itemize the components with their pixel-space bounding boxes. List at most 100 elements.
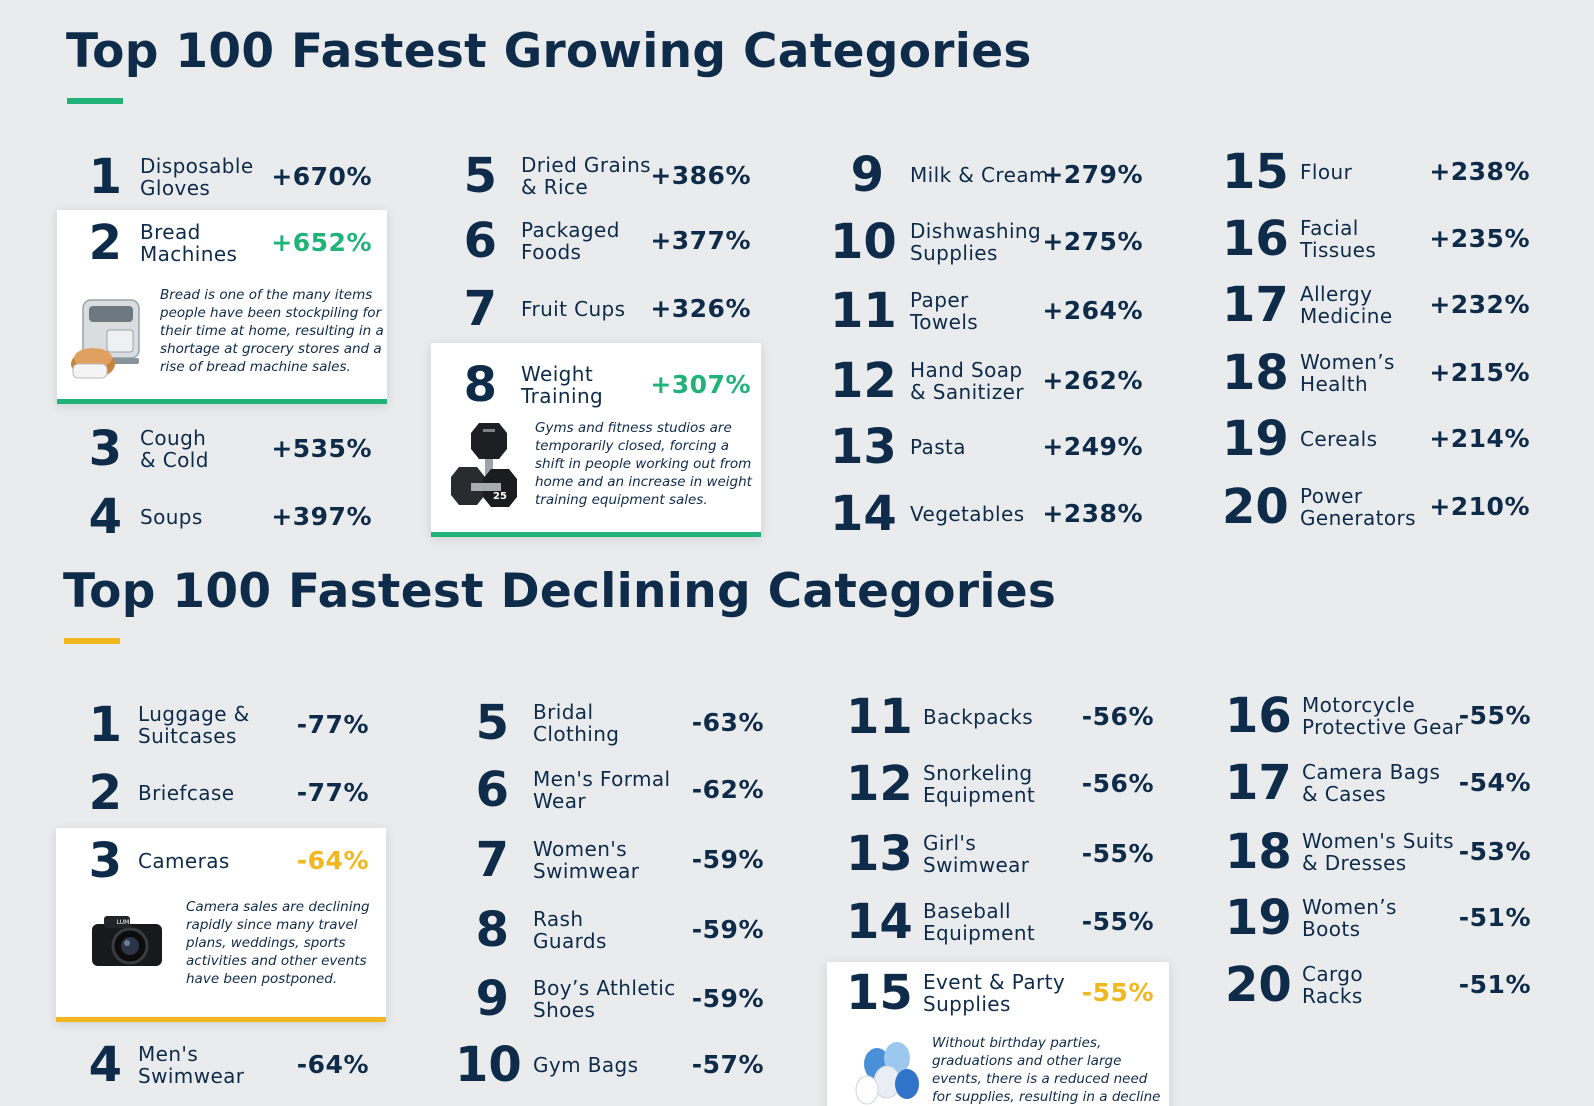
- category-label: Women’s Boots: [1302, 887, 1397, 949]
- category-label-line1: Allergy: [1300, 282, 1373, 306]
- growing-item-1: 1 Disposable Gloves +670%: [68, 146, 372, 208]
- category-label-line2: Racks: [1302, 984, 1363, 1008]
- percent-change: +214%: [1429, 424, 1530, 453]
- rank-number: 14: [846, 894, 913, 950]
- category-label: Girl's Swimwear: [923, 823, 1029, 885]
- percent-change: +652%: [271, 228, 372, 257]
- category-label: Flour: [1300, 141, 1352, 203]
- rank-number: 17: [1222, 277, 1289, 333]
- category-label: Cereals: [1300, 408, 1377, 470]
- percent-change: +279%: [1042, 160, 1143, 189]
- percent-change: +264%: [1042, 296, 1143, 325]
- percent-change: +249%: [1042, 432, 1143, 461]
- percent-change: -51%: [1458, 903, 1531, 932]
- event-party-description: Without birthday parties, graduations an…: [932, 1035, 1161, 1105]
- percent-change: +377%: [650, 226, 751, 255]
- category-label: Vegetables: [910, 483, 1025, 545]
- category-label-line1: Women’s: [1302, 895, 1397, 919]
- category-label: Snorkeling Equipment: [923, 753, 1035, 815]
- category-label-line1: Rash: [533, 907, 584, 931]
- rank-number: 16: [1222, 211, 1289, 267]
- percent-change: +238%: [1042, 499, 1143, 528]
- category-label: Milk & Cream: [910, 144, 1049, 206]
- rank-number: 5: [475, 695, 509, 751]
- rank-number: 4: [88, 1037, 122, 1093]
- category-label-line2: Towels: [910, 310, 979, 334]
- category-label-line2: & Rice: [521, 175, 589, 199]
- percent-change: -59%: [691, 984, 764, 1013]
- declining-item-13: 13 Girl's Swimwear -55%: [846, 823, 1154, 885]
- category-label-line1: Cameras: [138, 849, 230, 873]
- category-label-line1: Briefcase: [138, 781, 235, 805]
- category-label-line2: Equipment: [923, 783, 1036, 807]
- percent-change: -55%: [1458, 701, 1531, 730]
- category-label: Bread Machines: [140, 212, 237, 274]
- balloons-image: [855, 1042, 919, 1105]
- growing-item-15: 15 Flour +238%: [1222, 141, 1530, 203]
- category-label: Men's Formal Wear: [533, 759, 671, 821]
- percent-change: -64%: [296, 846, 369, 875]
- percent-change: +397%: [271, 502, 372, 531]
- category-label-line1: Dishwashing: [910, 219, 1042, 243]
- rank-number: 3: [88, 421, 122, 477]
- percent-change: -57%: [691, 1050, 764, 1079]
- rank-number: 10: [455, 1037, 522, 1093]
- growing-title-underline: [67, 98, 123, 104]
- percent-change: +210%: [1429, 492, 1530, 521]
- category-label-line1: Hand Soap: [910, 358, 1023, 382]
- percent-change: -55%: [1081, 978, 1154, 1007]
- category-label-line2: Gloves: [140, 176, 211, 200]
- declining-item-11: 11 Backpacks -56%: [846, 686, 1154, 748]
- category-label: Camera Bags & Cases: [1302, 752, 1440, 814]
- growing-item-13: 13 Pasta +249%: [830, 416, 1143, 478]
- category-label: Disposable Gloves: [140, 146, 254, 208]
- rank-number: 6: [463, 213, 497, 269]
- declining-item-5: 5 Bridal Clothing -63%: [455, 692, 764, 754]
- dumbbell-image: 25: [451, 423, 517, 507]
- growing-title: Top 100 Fastest Growing Categories: [66, 24, 1032, 79]
- category-label-line1: Dried Grains: [521, 153, 651, 177]
- category-label-line1: Cough: [140, 426, 207, 450]
- category-label-line2: Equipment: [923, 921, 1036, 945]
- category-label-line2: Swimwear: [533, 859, 640, 883]
- category-label: Backpacks: [923, 686, 1033, 748]
- category-label-line1: Men's Formal: [533, 767, 671, 791]
- dumbbell-weight-label: 25: [493, 491, 507, 502]
- category-label: Briefcase: [138, 762, 234, 824]
- category-label: Women's Suits & Dresses: [1302, 821, 1454, 883]
- category-label-line2: Foods: [521, 240, 582, 264]
- rank-number: 19: [1222, 411, 1289, 467]
- category-label-line1: Cargo: [1302, 962, 1364, 986]
- rank-number: 2: [88, 215, 122, 271]
- rank-number: 9: [850, 147, 884, 203]
- rank-number: 7: [463, 281, 497, 337]
- rank-number: 17: [1225, 755, 1292, 811]
- rank-number: 4: [88, 489, 122, 545]
- declining-item-14: 14 Baseball Equipment -55%: [846, 891, 1154, 953]
- category-label: Cargo Racks: [1302, 954, 1363, 1016]
- category-label: Men's Swimwear: [138, 1034, 244, 1096]
- category-label-line2: Boots: [1302, 917, 1361, 941]
- growing-item-18: 18 Women’s Health +215%: [1222, 342, 1530, 404]
- category-label-line1: Weight: [521, 362, 594, 386]
- growing-item-17: 17 Allergy Medicine +232%: [1222, 274, 1530, 336]
- category-label-line1: Cereals: [1300, 427, 1378, 451]
- rank-number: 14: [830, 486, 897, 542]
- percent-change: +386%: [650, 161, 751, 190]
- percent-change: +235%: [1429, 224, 1530, 253]
- category-label-line2: Swimwear: [138, 1064, 245, 1088]
- category-label-line2: Health: [1300, 372, 1369, 396]
- rank-number: 11: [830, 283, 897, 339]
- category-label-line1: Packaged: [521, 218, 620, 242]
- category-label: Dishwashing Supplies: [910, 211, 1041, 273]
- category-label: Luggage & Suitcases: [138, 694, 250, 756]
- rank-number: 11: [846, 689, 913, 745]
- card-accent-bar: [57, 399, 387, 404]
- category-label-line1: Flour: [1300, 160, 1353, 184]
- growing-item-6: 6 Packaged Foods +377%: [443, 210, 751, 272]
- category-label-line1: Pasta: [910, 435, 966, 459]
- percent-change: -59%: [691, 915, 764, 944]
- growing-item-4: 4 Soups +397%: [68, 486, 372, 548]
- bread-machines-description: Bread is one of the many items people ha…: [160, 287, 384, 375]
- category-label: Event & Party Supplies: [923, 962, 1065, 1024]
